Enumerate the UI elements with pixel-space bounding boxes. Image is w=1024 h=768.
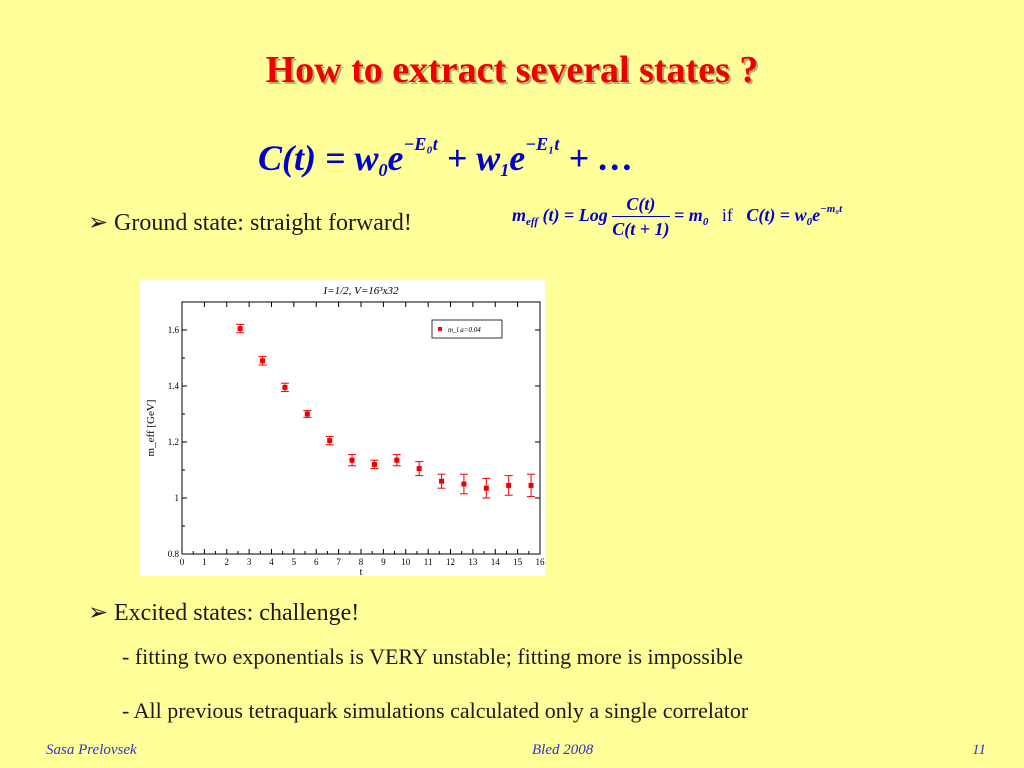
meff-condition-e: e [812,205,821,226]
eq-w1-sub: 1 [500,160,510,180]
eq-e2: e [509,138,526,178]
x-tick-label: 6 [314,557,319,567]
x-tick-label: 2 [225,557,230,567]
eq-equals: = [325,138,346,178]
y-tick-label: 1.4 [168,381,180,391]
meff-numerator: C(t) [612,194,670,217]
bullet-excited-states-text: Excited states: challenge! [114,600,360,626]
footer-event: Bled 2008 [532,742,594,758]
eq-e2-exponent: −E₁t [525,134,560,154]
x-tick-label: 3 [247,557,252,567]
x-tick-label: 1 [202,557,207,567]
detail-line-tetraquark: - All previous tetraquark simulations ca… [122,698,749,723]
x-axis-label: t [360,567,363,576]
y-tick-label: 1 [175,493,180,503]
arrowhead-bullet-icon: ➢ [88,600,109,626]
x-tick-label: 12 [446,557,455,567]
bullet-ground-state-text: Ground state: straight forward! [114,210,412,236]
y-axis-label: m_eff [GeV] [145,400,157,457]
x-tick-label: 10 [401,557,411,567]
y-tick-label: 0.8 [168,549,180,559]
x-tick-label: 16 [536,557,546,567]
x-tick-label: 8 [359,557,364,567]
eq-dots: … [597,138,634,178]
legend-marker [438,327,442,331]
x-tick-label: 9 [381,557,386,567]
eq-plus-2: + [568,138,589,178]
meff-condition-w-sub: 0 [806,216,813,229]
data-point [260,358,266,364]
meff-fraction: C(t) C(t + 1) [612,194,670,240]
meff-denominator: C(t + 1) [612,219,670,239]
arrowhead-bullet-icon: ➢ [88,210,109,236]
legend-box [431,319,503,339]
eq-w1: w [476,138,501,178]
chart-title: I=1/2, V=16³x32 [323,285,399,297]
bullet-excited-states: ➢ Excited states: challenge! [88,598,359,627]
data-point [528,482,534,488]
legend-label: m_l a=0.04 [448,326,481,334]
data-point [282,384,288,390]
correlator-equation: C(t) = w0e−E₀t + w1e−E₁t + … [258,134,634,181]
data-point [461,481,467,487]
eq-w0: w [354,138,379,178]
meff-condition-lhs: C(t) = w [746,205,807,226]
data-point [439,478,445,484]
meff-rhs-sub: 0 [702,216,709,229]
data-point [371,461,377,467]
x-tick-label: 14 [491,557,501,567]
slide-title: How to extract several states ? [265,49,759,91]
data-point [349,457,355,463]
eq-plus-1: + [446,138,468,178]
data-point [483,485,489,491]
data-point [237,326,243,332]
data-point [394,457,400,463]
x-tick-label: 0 [180,557,185,567]
meff-rhs: = m [674,205,703,226]
eq-lhs: C(t) [258,138,316,178]
meff-lhs-sub: eff [526,216,539,229]
bullet-ground-state: ➢ Ground state: straight forward! [88,208,412,237]
y-tick-label: 1.6 [168,325,180,335]
eq-w0-sub: 0 [378,160,388,180]
x-tick-label: 5 [292,557,297,567]
y-tick-label: 1.2 [168,437,179,447]
meff-condition-if: if [721,205,733,226]
meff-lhs-arg: (t) = Log [542,205,608,226]
x-tick-label: 7 [336,557,341,567]
x-tick-label: 13 [468,557,478,567]
data-point [506,482,512,488]
effective-mass-plot: I=1/2, V=16³x32 0 1 2 3 4 5 6 7 8 9 10 11 12 13 14 15 16 0… [140,280,546,578]
effective-mass-equation: meff (t) = Log C(t) C(t + 1) = m0 if C(t… [512,194,842,240]
meff-lhs: m [512,205,527,226]
x-tick-label: 11 [424,557,433,567]
plot-frame [181,301,541,555]
footer-page-number: 11 [972,742,986,758]
data-point [304,411,310,417]
eq-e1: e [387,138,404,178]
footer-author: Sasa Prelovsek [46,742,137,758]
detail-line-fitting: - fitting two exponentials is VERY unsta… [122,644,743,669]
data-point [327,438,333,444]
x-tick-label: 4 [269,557,274,567]
data-point [416,466,422,472]
meff-condition-exponent: −m₀t [820,203,843,216]
eq-e1-exponent: −E₀t [403,134,438,154]
x-tick-label: 15 [513,557,523,567]
